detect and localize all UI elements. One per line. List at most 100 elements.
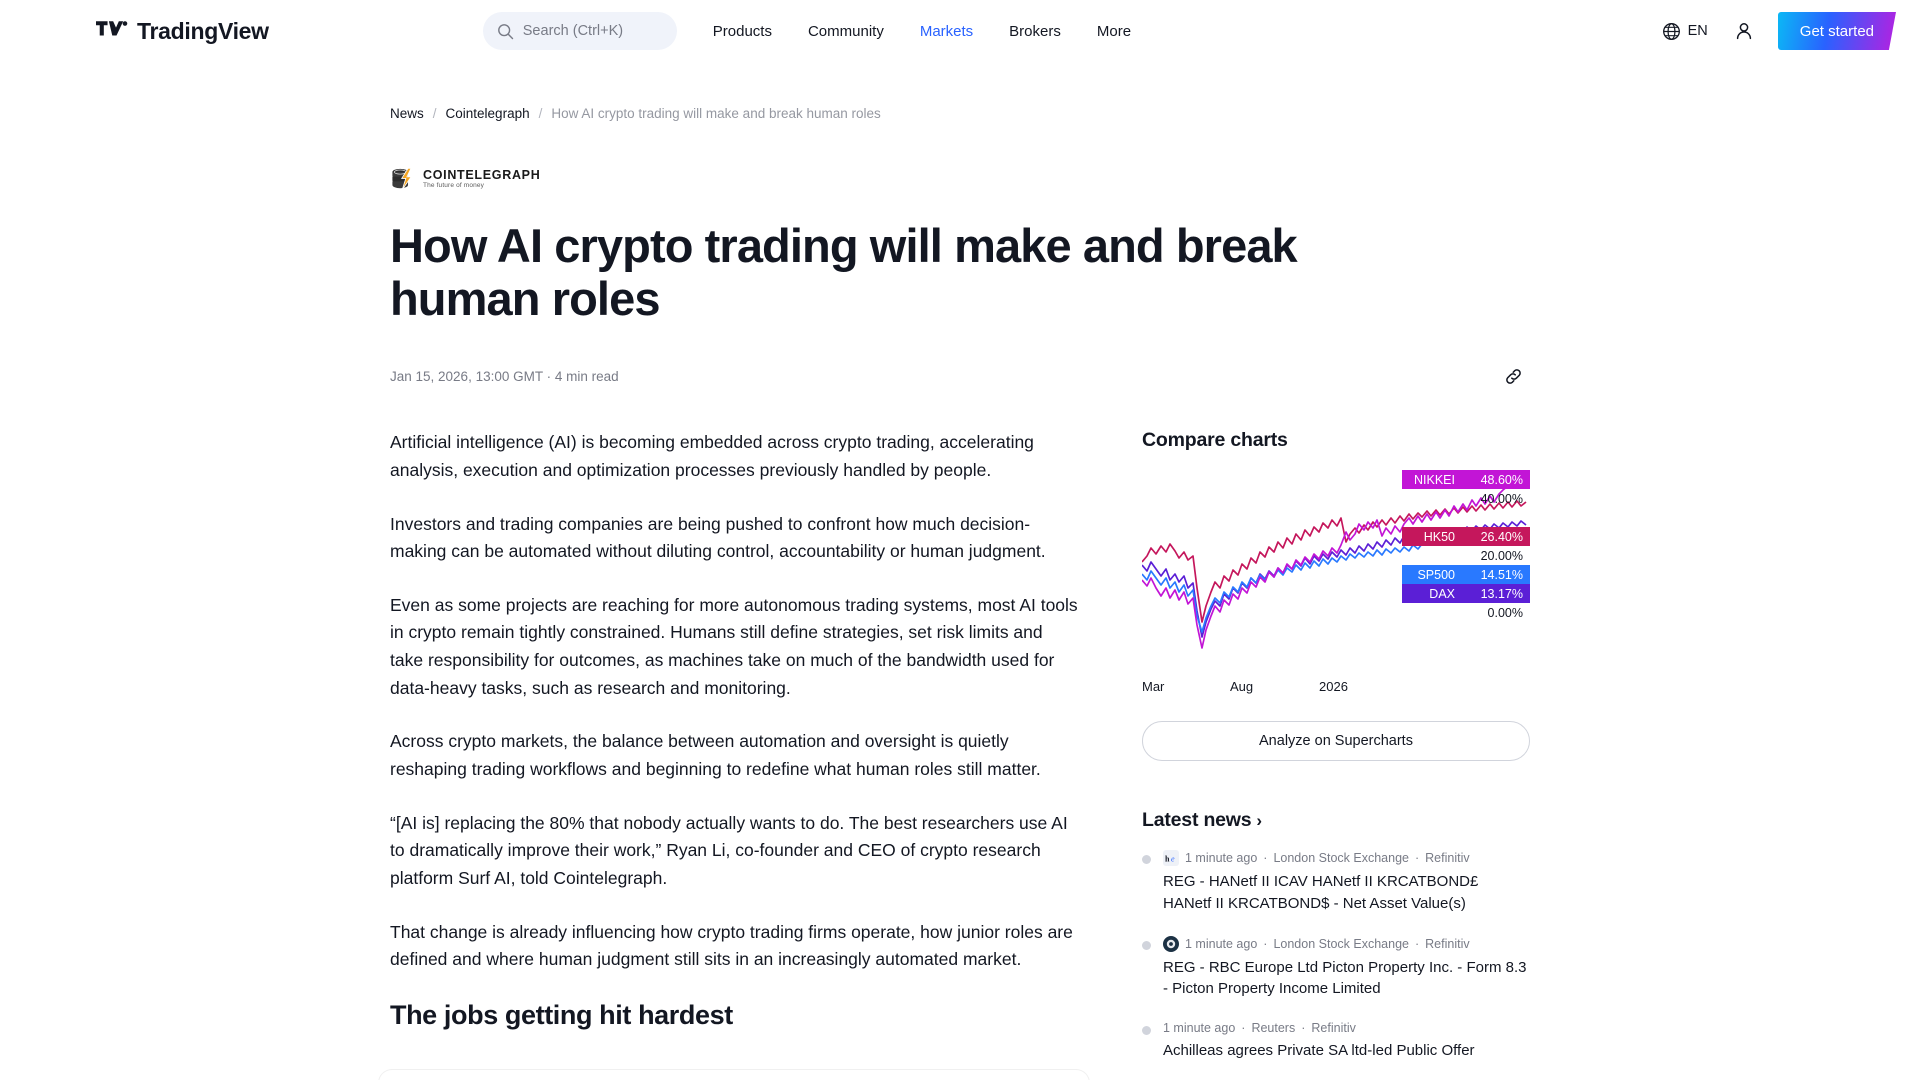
header-actions: EN Get started bbox=[1650, 12, 1896, 50]
article-subheading: The jobs getting hit hardest bbox=[390, 999, 733, 1030]
globe-icon bbox=[1662, 22, 1680, 40]
get-started-button[interactable]: Get started bbox=[1777, 12, 1896, 50]
article-paragraph: Across crypto markets, the balance betwe… bbox=[390, 731, 1041, 779]
timeline-dot-icon bbox=[1142, 1026, 1151, 1036]
publisher-name: COINTELEGRAPH bbox=[423, 168, 541, 182]
article-paragraph: Even as some projects are reaching for m… bbox=[390, 594, 1078, 698]
publisher-tagline: The future of money bbox=[423, 181, 485, 189]
y-axis-tick-0: 0.00% bbox=[1487, 605, 1523, 620]
tradingview-logo[interactable]: TradingView bbox=[96, 18, 269, 45]
series-line-nikkei bbox=[1142, 475, 1527, 650]
legend-symbol-hk50: HK50 bbox=[1402, 527, 1462, 547]
nav-item-more[interactable]: More bbox=[1096, 22, 1132, 40]
breadcrumb-item-news[interactable]: News bbox=[390, 106, 424, 121]
legend-row-nikkei: NIKKEI 48.60% bbox=[1402, 470, 1530, 490]
news-meta-sep: · bbox=[1414, 851, 1420, 866]
news-meta-sep: · bbox=[1263, 851, 1268, 866]
legend-value-nikkei: 48.60% bbox=[1462, 470, 1530, 490]
legend-value-dax: 13.17% bbox=[1462, 584, 1530, 604]
legend-row-dax: DAX 13.17% bbox=[1402, 584, 1530, 604]
chart-legend: NIKKEI 48.60% 40.00% HK50 26.40% 20.00% … bbox=[1402, 470, 1530, 622]
news-provider: Refinitiv bbox=[1425, 851, 1470, 866]
language-label: EN bbox=[1687, 23, 1708, 39]
compare-charts-title: Compare charts bbox=[1142, 429, 1288, 452]
article-meta-row: Jan 15, 2026, 13:00 GMT · 4 min read bbox=[390, 359, 1530, 393]
legend-value-sp500: 14.51% bbox=[1462, 565, 1530, 585]
analyze-on-supercharts-button[interactable]: Analyze on Supercharts bbox=[1142, 721, 1530, 762]
copy-link-button[interactable] bbox=[1496, 359, 1530, 393]
account-button[interactable] bbox=[1720, 15, 1768, 47]
content-grid: Artificial intelligence (AI) is becoming… bbox=[378, 429, 1530, 1080]
svg-text:e: e bbox=[1171, 855, 1175, 864]
x-axis-tick-2026: 2026 bbox=[1319, 679, 1348, 695]
news-time: 1 minute ago bbox=[1185, 936, 1258, 951]
breadcrumb: News / Cointelegraph / How AI crypto tra… bbox=[390, 62, 1530, 121]
legend-spacer bbox=[1402, 508, 1530, 527]
search-placeholder: Search (Ctrl+K) bbox=[522, 23, 624, 39]
article-date: Jan 15, 2026, 13:00 GMT bbox=[390, 368, 543, 384]
article-body: Artificial intelligence (AI) is becoming… bbox=[378, 429, 1090, 1080]
nav-item-markets[interactable]: Markets bbox=[919, 22, 974, 40]
nav-item-community[interactable]: Community bbox=[807, 22, 884, 40]
news-meta: 1 minute ago · Reuters · Refinitiv bbox=[1163, 1021, 1530, 1035]
article-paragraph: That change is already influencing how c… bbox=[390, 921, 1073, 970]
news-meta-sep: · bbox=[1414, 936, 1420, 951]
nav-item-products[interactable]: Products bbox=[712, 22, 772, 40]
news-source: London Stock Exchange bbox=[1273, 936, 1409, 951]
meta-separator: · bbox=[546, 368, 552, 384]
search-icon bbox=[497, 23, 513, 39]
breadcrumb-item-current: How AI crypto trading will make and brea… bbox=[551, 106, 881, 121]
legend-symbol-sp500: SP500 bbox=[1402, 565, 1462, 585]
breadcrumb-separator: / bbox=[538, 106, 543, 121]
tradingview-mark-icon bbox=[96, 21, 128, 36]
series-line-hk50 bbox=[1142, 500, 1527, 624]
news-source: Reuters bbox=[1251, 1021, 1296, 1036]
news-provider: Refinitiv bbox=[1425, 936, 1470, 951]
chart-x-axis: Mar Aug 2026 bbox=[1142, 679, 1530, 697]
link-icon bbox=[1505, 368, 1521, 384]
news-headline: REG - RBC Europe Ltd Picton Property Inc… bbox=[1163, 958, 1527, 998]
breadcrumb-separator: / bbox=[432, 106, 437, 121]
svg-text:h: h bbox=[1165, 855, 1170, 864]
latest-news-header[interactable]: Latest news › bbox=[1142, 809, 1530, 832]
news-headline: Achilleas agrees Private SA ltd-led Publ… bbox=[1163, 1042, 1475, 1060]
legend-row-sp500: SP500 14.51% bbox=[1402, 565, 1530, 585]
compare-chart[interactable]: NIKKEI 48.60% 40.00% HK50 26.40% 20.00% … bbox=[1142, 470, 1530, 675]
hanetf-icon: h e bbox=[1163, 850, 1179, 867]
language-selector[interactable]: EN bbox=[1650, 16, 1720, 47]
page-title: How AI crypto trading will make and brea… bbox=[390, 219, 1298, 326]
user-icon bbox=[1736, 23, 1751, 40]
site-header: TradingView Search (Ctrl+K) Products Com… bbox=[0, 0, 1920, 62]
news-headline: REG - HANetf II ICAV HANetf II KRCATBOND… bbox=[1163, 873, 1479, 912]
y-axis-tick-20: 20.00% bbox=[1480, 548, 1523, 563]
main-nav: Products Community Markets Brokers More bbox=[695, 15, 1149, 48]
content-container: News / Cointelegraph / How AI crypto tra… bbox=[378, 62, 1530, 1080]
news-provider: Refinitiv bbox=[1311, 1021, 1356, 1036]
list-item[interactable]: 1 minute ago · Reuters · Refinitiv Achil… bbox=[1142, 1021, 1530, 1080]
sidebar: Compare charts NIKKEI bbox=[1142, 429, 1530, 1080]
news-list: h e 1 minute ago · London Stock Exchange… bbox=[1142, 850, 1530, 1080]
list-item[interactable]: h e 1 minute ago · London Stock Exchange… bbox=[1142, 850, 1530, 936]
search-input[interactable]: Search (Ctrl+K) bbox=[482, 12, 677, 50]
news-meta: h e 1 minute ago · London Stock Exchange… bbox=[1163, 850, 1530, 867]
news-meta-sep: · bbox=[1263, 936, 1268, 951]
chevron-right-icon: › bbox=[1256, 811, 1262, 831]
legend-row-hk50: HK50 26.40% bbox=[1402, 527, 1530, 547]
news-time: 1 minute ago bbox=[1163, 1021, 1236, 1036]
cointelegraph-coin-icon bbox=[392, 167, 412, 190]
legend-value-hk50: 26.40% bbox=[1462, 527, 1530, 547]
news-meta: 1 minute ago · London Stock Exchange · R… bbox=[1163, 935, 1530, 952]
timeline-dot-icon bbox=[1142, 940, 1151, 950]
rbc-icon bbox=[1163, 935, 1179, 952]
nav-item-brokers[interactable]: Brokers bbox=[1009, 22, 1061, 40]
page-body: News / Cointelegraph / How AI crypto tra… bbox=[0, 62, 1920, 1080]
news-source: London Stock Exchange bbox=[1273, 851, 1409, 866]
breadcrumb-item-cointelegraph[interactable]: Cointelegraph bbox=[445, 106, 530, 121]
article-paragraph: Investors and trading companies are bein… bbox=[390, 513, 1046, 562]
section-divider bbox=[378, 1069, 1090, 1080]
list-item[interactable]: 1 minute ago · London Stock Exchange · R… bbox=[1142, 935, 1530, 1022]
news-meta-sep: · bbox=[1301, 1021, 1306, 1036]
news-time: 1 minute ago bbox=[1185, 851, 1258, 866]
publisher-logo[interactable]: COINTELEGRAPH The future of money bbox=[390, 165, 1530, 193]
latest-news-title: Latest news bbox=[1142, 809, 1252, 832]
